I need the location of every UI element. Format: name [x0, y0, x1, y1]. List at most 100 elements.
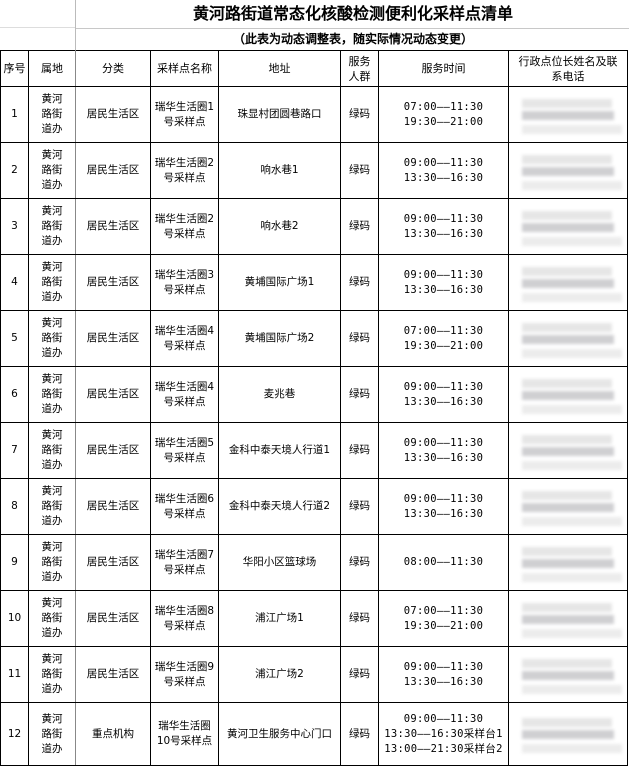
cell-contact-blurred [508, 422, 628, 479]
time-slot: 09:00——11:30 [403, 436, 484, 449]
cell-site: 瑞华生活圈8号采样点 [150, 590, 219, 647]
cell-address: 珠显村团圆巷路口 [218, 86, 341, 143]
cell-site: 瑞华生活圈2号采样点 [150, 198, 219, 255]
cell-address: 浦江广场2 [218, 646, 341, 703]
blank-corner [0, 0, 75, 51]
header-no: 序号 [0, 50, 29, 87]
cell-no: 1 [0, 86, 29, 143]
cell-area: 黄河路街道办 [28, 646, 76, 703]
time-slot: 13:30——16:30 [403, 451, 484, 464]
cell-no: 9 [0, 534, 29, 591]
cell-group: 绿码 [340, 702, 379, 766]
cell-time: 09:00——11:30 13:30——16:30 [378, 142, 509, 199]
cell-site: 瑞华生活圈2号采样点 [150, 142, 219, 199]
cell-category: 居民生活区 [75, 86, 151, 143]
cell-contact-blurred [508, 86, 628, 143]
table-row: 12 黄河路街道办 重点机构 瑞华生活圈10号采样点 黄河卫生服务中心门口 绿码 09:00… [0, 702, 628, 766]
cell-area: 黄河路街道办 [28, 198, 76, 255]
cell-area: 黄河路街道办 [28, 366, 76, 423]
cell-address: 金科中泰天境人行道2 [218, 478, 341, 535]
cell-site: 瑞华生活圈4号采样点 [150, 310, 219, 367]
header-group: 服务人群 [340, 50, 379, 87]
time-slot: 09:00——11:30 [403, 268, 484, 281]
time-slot: 09:00——11:30 [403, 212, 484, 225]
blurred-contact [516, 203, 622, 251]
time-slot: 09:00——11:30 [403, 380, 484, 393]
time-slot: 13:30——16:30 [403, 395, 484, 408]
table-row: 11 黄河路街道办 居民生活区 瑞华生活圈9号采样点 浦江广场2 绿码 09:00——11:… [0, 646, 628, 703]
cell-area: 黄河路街道办 [28, 702, 76, 766]
cell-group: 绿码 [340, 366, 379, 423]
cell-category: 居民生活区 [75, 534, 151, 591]
cell-time: 09:00——11:30 13:30——16:30 [378, 646, 509, 703]
header-area: 属地 [28, 50, 76, 87]
cell-group: 绿码 [340, 198, 379, 255]
blurred-contact [516, 651, 622, 699]
cell-address: 麦兆巷 [218, 366, 341, 423]
cell-site: 瑞华生活圈9号采样点 [150, 646, 219, 703]
time-slot: 19:30——21:00 [403, 115, 484, 128]
blurred-contact [516, 483, 622, 531]
cell-time: 07:00——11:30 19:30——21:00 [378, 590, 509, 647]
cell-site: 瑞华生活圈3号采样点 [150, 254, 219, 311]
cell-area: 黄河路街道办 [28, 422, 76, 479]
cell-site: 瑞华生活圈1号采样点 [150, 86, 219, 143]
cell-area: 黄河路街道办 [28, 534, 76, 591]
table-row: 10 黄河路街道办 居民生活区 瑞华生活圈8号采样点 浦江广场1 绿码 07:00——11:… [0, 590, 628, 647]
cell-group: 绿码 [340, 142, 379, 199]
page-subtitle: （此表为动态调整表，随实际情况动态变更） [75, 28, 629, 50]
cell-category: 居民生活区 [75, 422, 151, 479]
time-slot: 07:00——11:30 [403, 604, 484, 617]
cell-group: 绿码 [340, 310, 379, 367]
cell-group: 绿码 [340, 478, 379, 535]
time-slot: 08:00——11:30 [403, 556, 484, 568]
cell-contact-blurred [508, 310, 628, 367]
cell-category: 居民生活区 [75, 366, 151, 423]
cell-address: 金科中泰天境人行道1 [218, 422, 341, 479]
cell-contact-blurred [508, 702, 628, 766]
cell-address: 浦江广场1 [218, 590, 341, 647]
header-time: 服务时间 [378, 50, 509, 87]
cell-time: 09:00——11:30 13:30——16:30 [378, 198, 509, 255]
cell-site: 瑞华生活圈7号采样点 [150, 534, 219, 591]
cell-address: 响水巷1 [218, 142, 341, 199]
cell-site: 瑞华生活圈4号采样点 [150, 366, 219, 423]
header-address: 地址 [218, 50, 341, 87]
cell-contact-blurred [508, 254, 628, 311]
time-slot: 19:30——21:00 [403, 619, 484, 632]
cell-category: 居民生活区 [75, 142, 151, 199]
table-row: 2 黄河路街道办 居民生活区 瑞华生活圈2号采样点 响水巷1 绿码 09:00——11:30… [0, 142, 628, 199]
header-contact: 行政点位长姓名及联系电话 [508, 50, 628, 87]
cell-time: 09:00——11:30 13:30——16:30 [378, 254, 509, 311]
blurred-contact [516, 595, 622, 643]
cell-contact-blurred [508, 478, 628, 535]
sampling-sites-table: 序号 属地 分类 采样点名称 地址 服务人群 服务时间 行政点位长姓名及联系电话… [0, 50, 628, 766]
cell-address: 黄埔国际广场2 [218, 310, 341, 367]
cell-address: 黄埔国际广场1 [218, 254, 341, 311]
table-row: 4 黄河路街道办 居民生活区 瑞华生活圈3号采样点 黄埔国际广场1 绿码 09:00——11… [0, 254, 628, 311]
blurred-contact [516, 91, 622, 139]
cell-no: 11 [0, 646, 29, 703]
table-row: 6 黄河路街道办 居民生活区 瑞华生活圈4号采样点 麦兆巷 绿码 09:00——11:30 1… [0, 366, 628, 423]
cell-site: 瑞华生活圈5号采样点 [150, 422, 219, 479]
cell-category: 居民生活区 [75, 254, 151, 311]
cell-contact-blurred [508, 646, 628, 703]
cell-area: 黄河路街道办 [28, 254, 76, 311]
header-category: 分类 [75, 50, 151, 87]
cell-time: 09:00——11:30 13:30——16:30 [378, 478, 509, 535]
cell-group: 绿码 [340, 646, 379, 703]
time-slot: 13:30——16:30 [403, 227, 484, 240]
cell-no: 12 [0, 702, 29, 766]
cell-time: 09:00——11:30 13:30——16:30 [378, 422, 509, 479]
time-slot: 13:30——16:30 [403, 675, 484, 688]
cell-time: 09:00——11:30 13:30——16:30 [378, 366, 509, 423]
cell-group: 绿码 [340, 534, 379, 591]
table-row: 5 黄河路街道办 居民生活区 瑞华生活圈4号采样点 黄埔国际广场2 绿码 07:00——11… [0, 310, 628, 367]
cell-group: 绿码 [340, 590, 379, 647]
cell-contact-blurred [508, 590, 628, 647]
cell-site: 瑞华生活圈10号采样点 [150, 702, 219, 766]
table-header-row: 序号 属地 分类 采样点名称 地址 服务人群 服务时间 行政点位长姓名及联系电话 [0, 50, 628, 87]
cell-address: 响水巷2 [218, 198, 341, 255]
time-slot: 09:00——11:30 [403, 712, 484, 725]
time-slot: 13:30——16:30 [403, 283, 484, 296]
